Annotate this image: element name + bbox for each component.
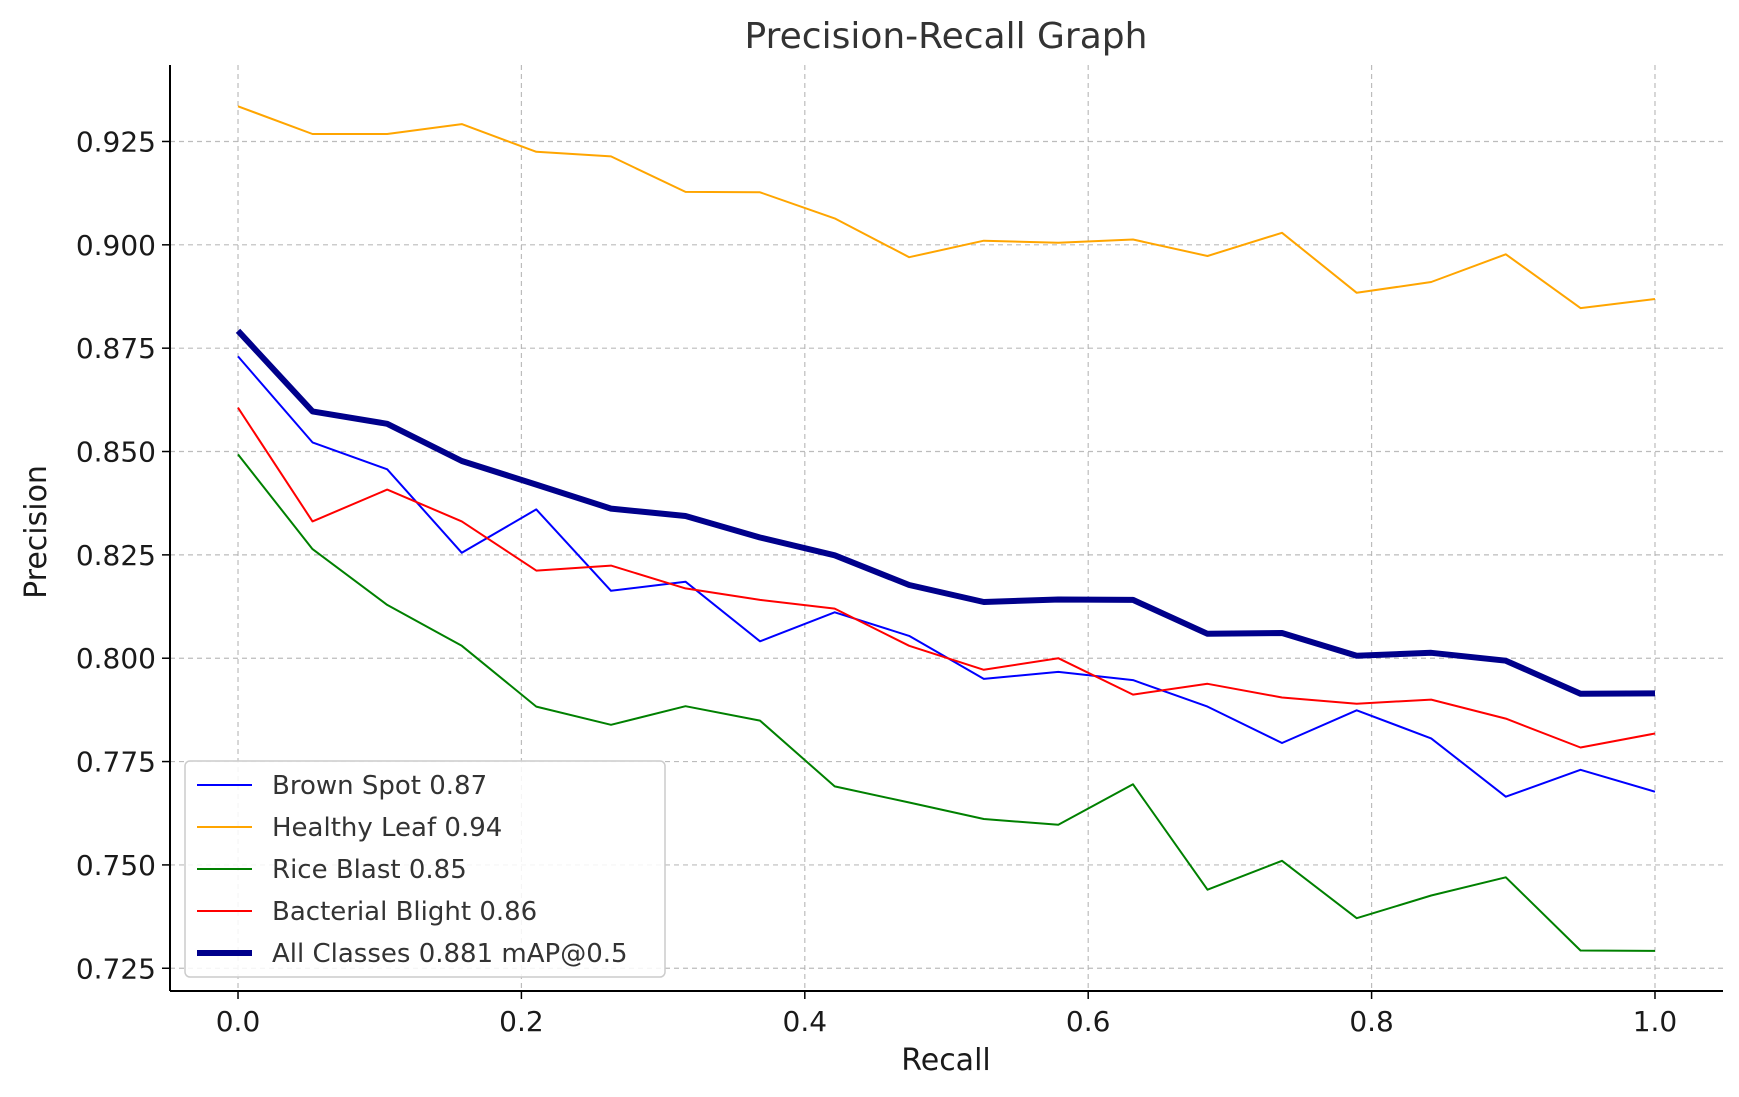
series-line [237, 407, 1656, 749]
x-tick-label: 0.6 [1066, 1005, 1111, 1038]
legend-entry: Brown Spot 0.87 [272, 771, 487, 801]
legend: Brown Spot 0.87 Healthy Leaf 0.94 Rice Bla… [184, 760, 666, 978]
y-tick-label: 0.750 [76, 849, 156, 882]
legend-entry: Bacterial Blight 0.86 [272, 897, 537, 927]
y-tick-label: 0.850 [76, 436, 156, 469]
y-tick-label: 0.875 [76, 332, 156, 365]
y-axis-label: Precision [19, 465, 54, 599]
axes [169, 65, 1723, 992]
x-tick-label: 0.0 [216, 1005, 261, 1038]
x-tick-label: 0.2 [499, 1005, 544, 1038]
legend-entry: Rice Blast 0.85 [272, 855, 467, 885]
y-tick-label: 0.800 [76, 642, 156, 675]
grid [170, 65, 1723, 991]
series-line [237, 105, 1656, 310]
y-tick-label: 0.725 [76, 952, 156, 985]
legend-box [184, 760, 666, 978]
y-tick-label: 0.900 [76, 229, 156, 262]
legend-entry: All Classes 0.881 mAP@0.5 [272, 939, 628, 969]
series-layer [235, 105, 1656, 952]
x-tick-label: 0.4 [783, 1005, 828, 1038]
x-axis-label: Recall [901, 1043, 991, 1078]
chart-title: Precision-Recall Graph [745, 16, 1148, 57]
y-tick-label: 0.925 [76, 125, 156, 158]
legend-entry: Healthy Leaf 0.94 [272, 813, 502, 843]
x-tick-label: 1.0 [1633, 1005, 1678, 1038]
series-line [237, 453, 1656, 952]
y-tick-label: 0.775 [76, 746, 156, 779]
x-tick-label: 0.8 [1349, 1005, 1394, 1038]
ticks: 0.0 0.2 0.4 0.6 0.8 1.0 0.725 0.750 0.775 0.800 0.… [76, 125, 1677, 1038]
y-tick-label: 0.825 [76, 539, 156, 572]
series-line [235, 328, 1656, 697]
